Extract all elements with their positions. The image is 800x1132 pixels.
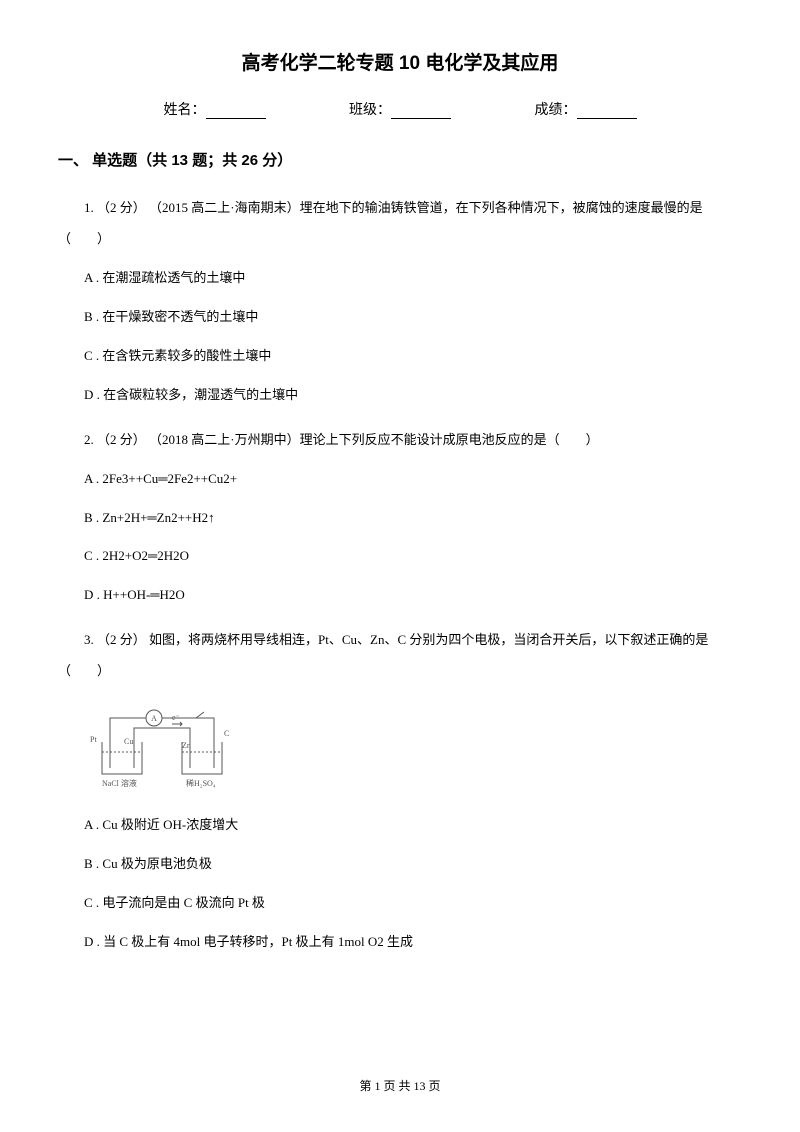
score-label: 成绩：: [535, 99, 577, 119]
q3-opt-b: B . Cu 极为原电池负极: [58, 854, 742, 875]
q2-opt-a: A . 2Fe3++Cu═2Fe2++Cu2+: [58, 469, 742, 490]
q3-stem: 3. （2 分） 如图，将两烧杯用导线相连，Pt、Cu、Zn、C 分别为四个电极…: [58, 624, 742, 686]
name-label: 姓名：: [164, 99, 206, 119]
q1-opt-a: A . 在潮湿疏松透气的土壤中: [58, 268, 742, 289]
info-row: 姓名： 班级： 成绩：: [58, 99, 742, 119]
circuit-diagram: A Pt Cu Zn C e⁻ NaCl 溶液 稀H₂SO₄: [86, 700, 256, 792]
q1-opt-b: B . 在干燥致密不透气的土壤中: [58, 307, 742, 328]
q2-opt-d: D . H++OH‑═H2O: [58, 585, 742, 606]
q3-stem-text: 3. （2 分） 如图，将两烧杯用导线相连，Pt、Cu、Zn、C 分别为四个电极…: [58, 632, 708, 678]
q1-stem: 1. （2 分） （2015 高二上·海南期末）埋在地下的输油铸铁管道，在下列各…: [58, 192, 742, 254]
page-footer: 第 1 页 共 13 页: [0, 1077, 800, 1094]
q2-opt-b: B . Zn+2H+═Zn2++H2↑: [58, 508, 742, 529]
page-title: 高考化学二轮专题 10 电化学及其应用: [58, 48, 742, 75]
right-solution-label: 稀H₂SO₄: [186, 778, 216, 788]
q1-stem-text: 1. （2 分） （2015 高二上·海南期末）埋在地下的输油铸铁管道，在下列各…: [58, 200, 703, 246]
cu-label: Cu: [124, 737, 133, 746]
score-blank: [577, 105, 637, 119]
electron-arrow-label: e⁻: [172, 713, 180, 722]
zn-label: Zn: [182, 741, 191, 750]
q2-opt-c: C . 2H2+O2═2H2O: [58, 546, 742, 567]
left-solution-label: NaCl 溶液: [102, 778, 137, 788]
q3-opt-c: C . 电子流向是由 C 极流向 Pt 极: [58, 893, 742, 914]
q3-diagram: A Pt Cu Zn C e⁻ NaCl 溶液 稀H₂SO₄: [86, 700, 742, 797]
ammeter-label: A: [151, 714, 157, 723]
q3-opt-a: A . Cu 极附近 OH‑浓度增大: [58, 815, 742, 836]
c-label: C: [224, 729, 229, 738]
pt-label: Pt: [90, 735, 97, 744]
q3-opt-d: D . 当 C 极上有 4mol 电子转移时，Pt 极上有 1mol O2 生成: [58, 932, 742, 953]
q1-opt-c: C . 在含铁元素较多的酸性土壤中: [58, 346, 742, 367]
class-label: 班级：: [349, 99, 391, 119]
section-heading: 一、 单选题（共 13 题；共 26 分）: [58, 149, 742, 170]
q2-stem: 2. （2 分） （2018 高二上·万州期中）理论上下列反应不能设计成原电池反…: [58, 424, 742, 455]
name-blank: [206, 105, 266, 119]
q1-opt-d: D . 在含碳粒较多，潮湿透气的土壤中: [58, 385, 742, 406]
class-blank: [391, 105, 451, 119]
